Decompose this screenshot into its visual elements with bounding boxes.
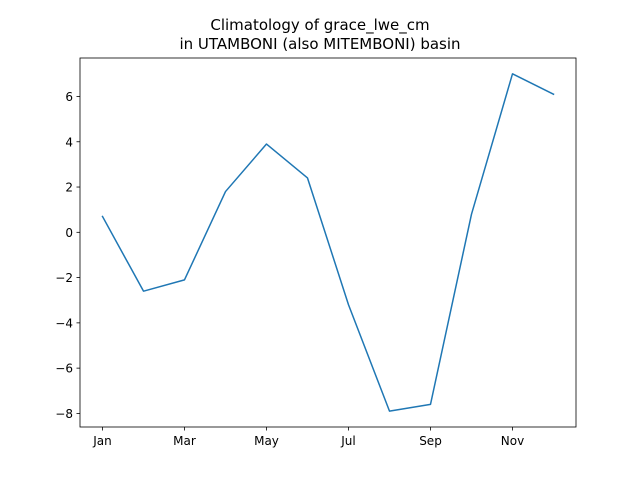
x-tick-label: Jul	[340, 434, 355, 448]
x-tick-label: May	[254, 434, 279, 448]
y-tick-label: −4	[55, 316, 73, 330]
y-tick-label: −8	[55, 407, 73, 421]
y-tick-label: 0	[65, 226, 73, 240]
y-tick-label: 4	[65, 135, 73, 149]
plot-area: Jan Mar May Jul Sep Nov 6 4 2 0 −2 −4 −6 −8	[55, 73, 555, 448]
x-tick-label: Nov	[501, 434, 524, 448]
y-tick-label: −6	[55, 362, 73, 376]
x-tick-label: Sep	[419, 434, 442, 448]
y-tick-label: −2	[55, 271, 73, 285]
chart-title-line2: in UTAMBONI (also MITEMBONI) basin	[179, 35, 460, 53]
plot-frame	[79, 57, 577, 428]
x-tick-label: Jan	[92, 434, 112, 448]
y-tick-label: 6	[65, 90, 73, 104]
x-tick-label: Mar	[173, 434, 196, 448]
y-tick-label: 2	[65, 181, 73, 195]
chart-title-line1: Climatology of grace_lwe_cm	[210, 16, 429, 35]
series-line-0	[101, 73, 555, 412]
